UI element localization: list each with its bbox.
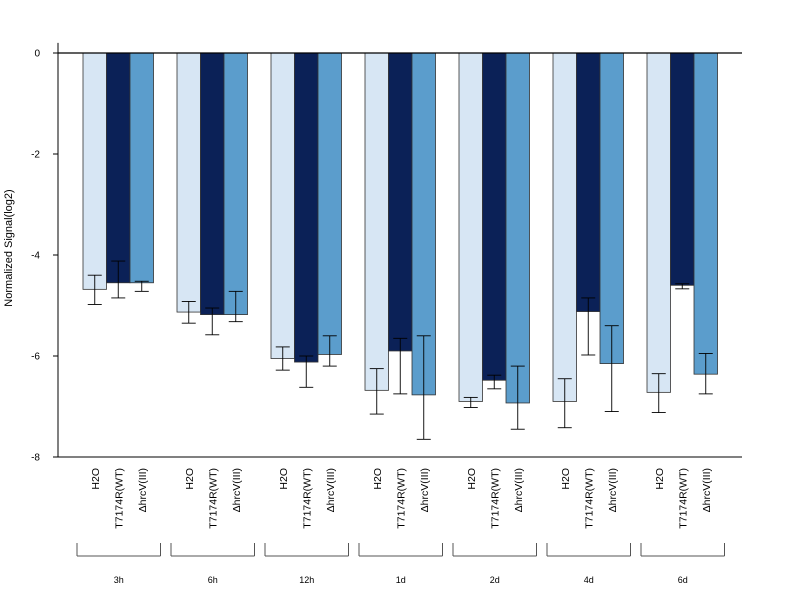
y-axis-label: Normalized Signal(log2)	[3, 189, 15, 306]
bar	[576, 52, 601, 312]
bar	[317, 52, 342, 355]
condition-label: ΔhrcV(III)	[607, 468, 619, 512]
bar	[482, 52, 507, 381]
group-label: 6h	[208, 575, 218, 585]
condition-label: H2O	[560, 468, 572, 490]
condition-label: ΔhrcV(III)	[513, 468, 525, 512]
y-tick-label: -8	[31, 453, 40, 464]
group-label: 1d	[396, 575, 406, 585]
condition-label: T7174R(WT)	[395, 468, 407, 529]
condition-label: H2O	[466, 468, 478, 490]
y-tick-label: -6	[31, 352, 40, 363]
bar	[646, 52, 671, 393]
bar	[552, 52, 577, 402]
bar	[294, 52, 319, 363]
condition-label: H2O	[372, 468, 384, 490]
group-label: 3h	[114, 575, 124, 585]
condition-label: T7174R(WT)	[677, 468, 689, 529]
bar	[364, 52, 389, 391]
condition-label: T7174R(WT)	[301, 468, 313, 529]
bar	[693, 52, 718, 375]
condition-label: T7174R(WT)	[489, 468, 501, 529]
condition-label: T7174R(WT)	[207, 468, 219, 529]
bar	[270, 52, 295, 359]
bar	[200, 52, 225, 315]
bar	[106, 52, 131, 284]
group-label: 6d	[678, 575, 688, 585]
group-label: 12h	[299, 575, 314, 585]
bar	[505, 52, 530, 404]
y-tick-label: -2	[31, 150, 40, 161]
group-label: 4d	[584, 575, 594, 585]
bar	[458, 52, 483, 402]
condition-label: H2O	[654, 468, 666, 490]
axes-layer: 0 -2 -4 -6 -8 H2O T7174R(WT) ΔhrcV(III) H2O T7174…	[31, 42, 742, 585]
bar	[82, 52, 107, 290]
condition-label: H2O	[184, 468, 196, 490]
bar	[176, 52, 201, 313]
condition-label: H2O	[90, 468, 102, 490]
y-tick-label: 0	[34, 49, 40, 60]
group-label: 2d	[490, 575, 500, 585]
condition-label: H2O	[278, 468, 290, 490]
condition-label: T7174R(WT)	[113, 468, 125, 529]
bar	[599, 52, 624, 364]
bar	[129, 52, 154, 284]
condition-label: ΔhrcV(III)	[419, 468, 431, 512]
condition-label: T7174R(WT)	[583, 468, 595, 529]
condition-label: ΔhrcV(III)	[137, 468, 149, 512]
bar	[223, 52, 248, 315]
bar	[388, 52, 413, 352]
bar	[670, 52, 695, 286]
bars-layer	[82, 52, 718, 440]
condition-label: ΔhrcV(III)	[701, 468, 713, 512]
y-tick-label: -4	[31, 251, 40, 262]
condition-label: ΔhrcV(III)	[231, 468, 243, 512]
condition-label: ΔhrcV(III)	[325, 468, 337, 512]
